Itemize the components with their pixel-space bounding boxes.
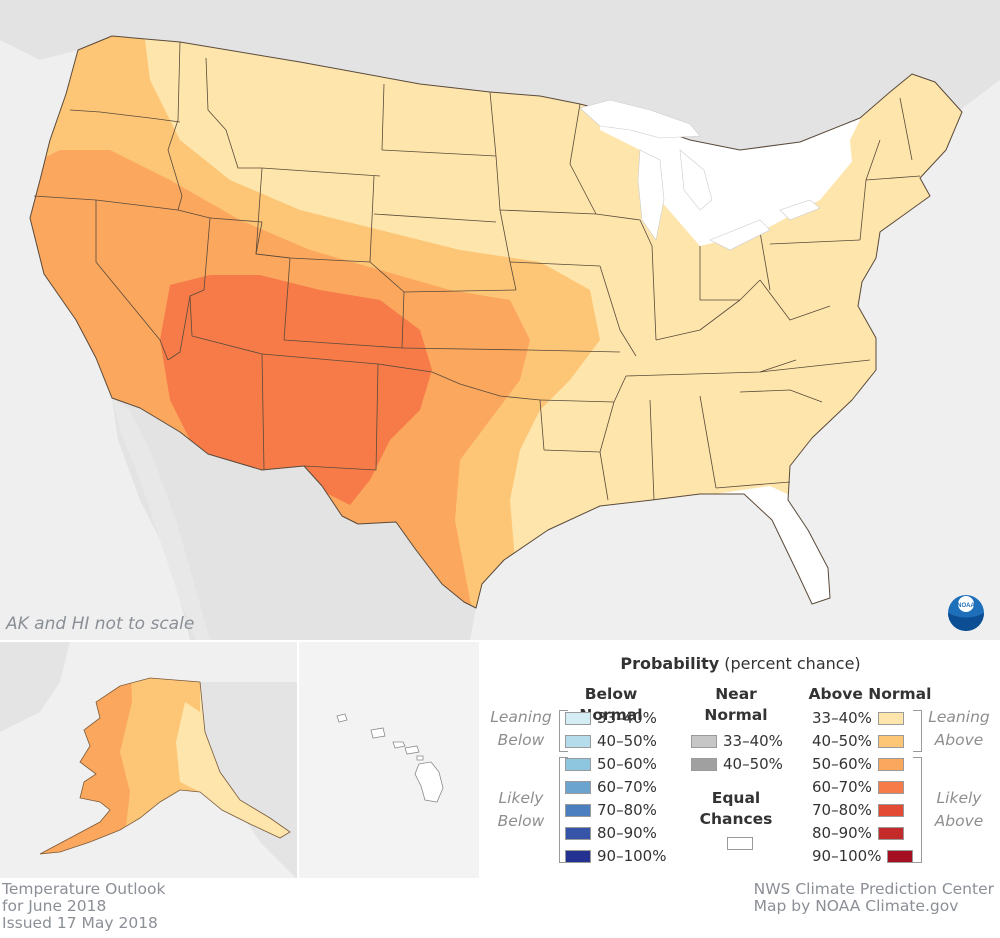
below-normal-row: 90–100%	[565, 846, 666, 866]
state-borders	[29, 35, 963, 609]
footer-right: NWS Climate Prediction Center Map by NOA…	[754, 881, 994, 915]
below-normal-row: 70–80%	[565, 800, 657, 820]
noaa-logo-text: NOAA	[957, 603, 975, 609]
below-normal-label: 60–70%	[597, 778, 657, 796]
leaning-above-bracket	[913, 710, 922, 752]
below-normal-label: 90–100%	[597, 847, 667, 865]
below-normal-row: 50–60%	[565, 754, 657, 774]
above-normal-label: 70–80%	[812, 801, 872, 819]
above-normal-label: 90–100%	[812, 847, 882, 865]
near-normal-header-line2: Normal	[704, 706, 768, 724]
likely-below-line1: Likely	[498, 789, 544, 807]
legend-panel: Probability (percent chance) Below Norma…	[481, 642, 1000, 878]
above-normal-swatch	[877, 780, 904, 794]
below-normal-row: 33–40%	[565, 708, 657, 728]
below-normal-label: 80–90%	[597, 824, 657, 842]
equal-chances-line2: Chances	[699, 810, 773, 828]
below-normal-swatch	[565, 803, 591, 817]
equal-chances-line1: Equal	[711, 789, 761, 807]
near-normal-label: 40–50%	[723, 755, 783, 773]
above-normal-row: 80–90%	[812, 823, 904, 843]
below-normal-row: 40–50%	[565, 731, 657, 751]
likely-above-line2: Above	[934, 812, 984, 830]
below-normal-label: 40–50%	[597, 732, 657, 750]
noaa-logo: NOAA	[948, 595, 984, 631]
above-normal-swatch	[887, 849, 914, 863]
likely-below-label: Likely Below	[481, 787, 561, 833]
below-normal-swatch	[565, 734, 591, 748]
leaning-below-bracket	[559, 710, 568, 752]
equal-chances-header: Equal Chances	[686, 788, 786, 830]
scale-note: AK and HI not to scale	[6, 614, 195, 634]
legend-title-bold: Probability	[620, 654, 720, 673]
hawaii-islands	[336, 713, 444, 803]
below-normal-row: 80–90%	[565, 823, 657, 843]
legend-title-rest: (percent chance)	[719, 654, 861, 673]
baja-peninsula	[112, 398, 210, 640]
footer-source: NWS Climate Prediction Center	[753, 880, 994, 898]
below-normal-row: 60–70%	[565, 777, 657, 797]
above-normal-row: 90–100%	[812, 846, 914, 866]
above-normal-row: 70–80%	[812, 800, 904, 820]
above-normal-row: 50–60%	[812, 754, 904, 774]
leaning-below-line2: Below	[497, 731, 545, 749]
above-normal-swatch	[877, 757, 904, 771]
above-normal-label: 80–90%	[812, 824, 872, 842]
leaning-above-line2: Above	[934, 731, 984, 749]
great-lakes	[579, 99, 821, 251]
above-normal-swatch	[877, 826, 904, 840]
above-normal-swatch	[877, 734, 904, 748]
near-normal-row: 40–50%	[691, 754, 783, 774]
near-normal-label: 33–40%	[723, 732, 783, 750]
above-normal-label: 33–40%	[812, 709, 872, 727]
footer-credit: Map by NOAA Climate.gov	[753, 897, 959, 915]
footer-issued: Issued 17 May 2018	[2, 914, 158, 932]
likely-above-bracket	[913, 757, 922, 863]
above-60-70-region	[160, 275, 432, 505]
above-normal-label: 60–70%	[812, 778, 872, 796]
leaning-below-label: Leaning Below	[481, 706, 561, 752]
above-normal-header: Above Normal	[808, 685, 932, 703]
below-normal-swatch	[565, 757, 591, 771]
mexico-landmass	[112, 398, 476, 640]
likely-below-line2: Below	[497, 812, 545, 830]
below-normal-label: 70–80%	[597, 801, 657, 819]
leaning-below-line1: Leaning	[490, 708, 552, 726]
leaning-above-line1: Leaning	[928, 708, 990, 726]
leaning-above-label: Leaning Above	[919, 706, 999, 752]
below-normal-swatch	[565, 849, 591, 863]
equal-chances-swatch	[727, 837, 753, 850]
likely-above-label: Likely Above	[919, 787, 999, 833]
below-normal-swatch	[565, 780, 591, 794]
above-normal-row: 33–40%	[812, 708, 904, 728]
above-normal-row: 40–50%	[812, 731, 904, 751]
legend-title: Probability (percent chance)	[481, 654, 1000, 673]
below-normal-header: Below Normal	[579, 685, 643, 724]
below-normal-label: 33–40%	[597, 709, 657, 727]
hawaii-inset-map	[299, 642, 479, 878]
below-normal-label: 50–60%	[597, 755, 657, 773]
below-normal-swatch	[565, 826, 591, 840]
likely-below-bracket	[559, 757, 568, 863]
near-normal-header-line1: Near	[715, 685, 757, 703]
canada-landmass	[0, 0, 1000, 150]
near-normal-header: Near Normal	[686, 684, 786, 726]
near-normal-row: 33–40%	[691, 731, 783, 751]
near-normal-swatch	[691, 734, 717, 748]
russia-coast	[0, 642, 70, 732]
near-normal-swatch	[691, 757, 717, 771]
above-normal-row: 60–70%	[812, 777, 904, 797]
conus-outlook-map: NOAA	[0, 0, 1000, 640]
below-normal-swatch	[565, 711, 591, 725]
alaska-inset-map	[0, 642, 297, 878]
above-normal-swatch	[877, 711, 904, 725]
above-normal-swatch	[877, 803, 904, 817]
footer-period: for June 2018	[2, 897, 107, 915]
footer-title: Temperature Outlook	[2, 880, 166, 898]
above-normal-label: 50–60%	[812, 755, 872, 773]
above-normal-label: 40–50%	[812, 732, 872, 750]
likely-above-line1: Likely	[936, 789, 982, 807]
footer-left: Temperature Outlook for June 2018 Issued…	[2, 881, 165, 932]
equal-chances-swatch-wrap	[727, 835, 753, 854]
